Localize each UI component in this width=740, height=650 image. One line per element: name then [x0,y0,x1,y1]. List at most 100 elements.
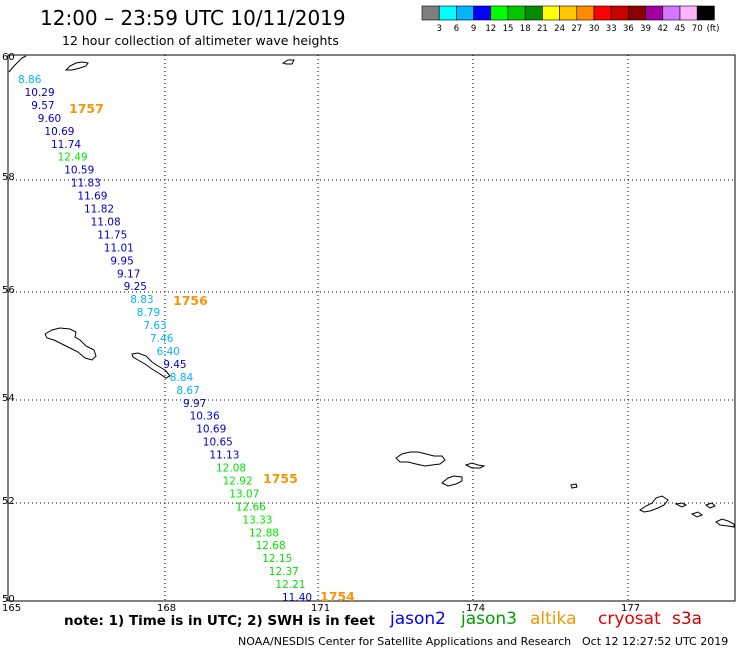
lon-label: 177 [621,603,640,614]
wave-height-value: 9.60 [38,113,61,125]
wave-height-value: 10.59 [64,165,94,177]
wave-height-value: 12.66 [236,501,266,513]
color-swatch [662,5,681,21]
time-label: 1755 [263,471,298,486]
wave-height-value: 8.79 [137,307,160,319]
latitude-labels: 60 58 56 54 52 50 [2,52,15,605]
credit-line: NOAA/NESDIS Center for Satellite Applica… [238,635,571,648]
wave-height-value: 9.57 [31,100,54,112]
color-swatch [679,5,698,21]
scale-label: 39 [640,24,651,34]
color-swatch [696,5,715,21]
color-swatch [438,5,457,21]
wave-height-value: 10.36 [190,411,220,423]
lon-label: 174 [466,603,485,614]
lon-label: 165 [2,603,21,614]
wave-height-value: 12.68 [256,540,286,552]
coastlines [8,55,735,528]
wave-height-value: 10.29 [25,87,55,99]
wave-height-value: 8.86 [18,74,42,86]
scale-label: 42 [657,24,668,34]
island-agattu [441,475,463,487]
longitude-labels: 165 168 171 174 177 [2,603,640,614]
coastline-north [64,61,89,71]
wave-height-value: 9.97 [183,398,206,410]
islet-rat-1 [704,502,716,509]
color-swatch [593,5,612,21]
wave-height-value: 11.69 [77,191,107,203]
wave-height-value: 11.75 [97,229,127,241]
time-label: 1754 [320,589,355,604]
wave-height-value: 9.17 [117,268,140,280]
wave-height-value: 12.08 [216,463,246,475]
color-swatch [456,5,474,21]
satellite-cryosat: cryosat [598,609,661,629]
wave-height-value: 10.65 [203,437,233,449]
lat-label: 58 [2,172,15,183]
islet-buldir [570,483,578,489]
lat-label: 54 [2,393,15,404]
wave-height-value: 11.01 [104,242,134,254]
scale-unit: (ft) [707,24,720,34]
lon-label: 171 [311,603,330,614]
color-swatch [507,5,526,21]
generated-timestamp: Oct 12 12:27:52 UTC 2019 [582,635,728,648]
coastline-northwest [8,55,27,73]
scale-label: 12 [485,24,496,34]
scale-label: 27 [571,24,582,34]
lat-label: 50 [2,594,15,605]
island-medny [131,352,171,379]
scale-label: 45 [675,24,686,34]
satellite-s3a: s3a [672,609,702,629]
wave-height-value: 10.69 [196,424,226,436]
wave-height-value: 11.08 [91,217,121,229]
wave-height-value: 13.33 [242,514,272,526]
wave-height-value: 13.07 [229,488,259,500]
wave-height-value: 11.74 [51,139,81,151]
color-swatch [542,5,560,21]
pass-time-labels: 1757 1756 1755 1754 [69,101,355,604]
scale-label: 33 [606,24,617,34]
scale-label: 30 [589,24,600,34]
color-swatch [421,5,440,21]
wave-height-value: 11.40 [282,592,312,604]
island-bering [44,327,97,361]
map-frame [7,54,736,602]
lon-label: 168 [157,603,176,614]
graticule [8,55,735,601]
lat-label: 52 [2,496,15,507]
wave-height-value: 8.84 [170,372,194,384]
wave-height-value: 10.69 [44,126,74,138]
satellite-altika: altika [530,609,577,629]
lat-label: 60 [2,52,15,63]
scale-label: 21 [537,24,548,34]
satellite-legend: jason2 jason3 altika cryosat s3a [389,609,702,629]
color-swatch [576,5,595,21]
scale-label: 9 [471,24,476,34]
wave-height-value: 9.45 [163,359,186,371]
color-swatch [628,5,646,21]
wave-height-value: 8.83 [130,294,153,306]
color-swatch [610,5,629,21]
wave-height-value: 8.67 [176,385,199,397]
scale-label: 24 [554,24,565,34]
satellite-jason3: jason3 [460,609,517,629]
wave-height-value: 12.21 [275,579,305,591]
wave-height-value: 12.49 [58,152,88,164]
island-amchitka [715,518,735,528]
islet-north [281,59,295,65]
wave-height-value: 12.92 [223,475,253,487]
island-kiska [639,495,669,513]
island-agattu-east [464,462,486,469]
scale-label: 3 [436,24,441,34]
wave-height-value: 12.88 [249,527,279,539]
time-label: 1756 [173,293,208,308]
islet-little-kiska [690,511,704,518]
wave-height-track: 8.8610.299.579.6010.6911.7412.4910.5911.… [18,74,312,604]
islet-segula [674,502,688,508]
wave-height-value: 7.46 [150,333,174,345]
satellite-jason2: jason2 [389,609,446,629]
map-subtitle: 12 hour collection of altimeter wave hei… [62,33,339,48]
color-swatch [473,5,492,21]
island-attu [395,451,446,467]
